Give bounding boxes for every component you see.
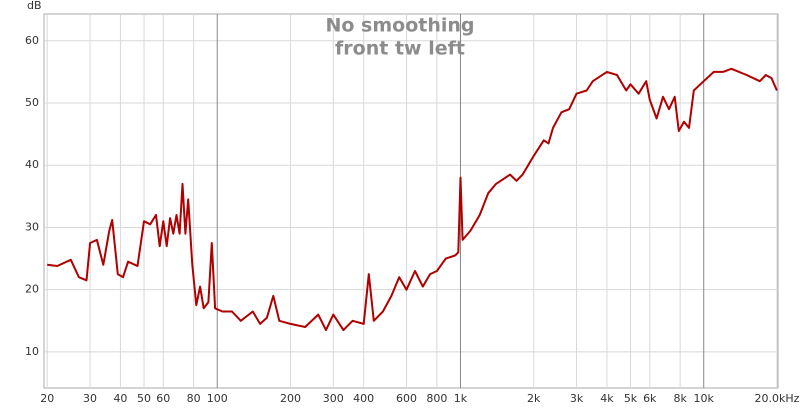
y-axis-label: dB bbox=[27, 0, 42, 12]
x-tick-label: 40 bbox=[113, 392, 127, 405]
x-tick-label: 800 bbox=[426, 392, 447, 405]
chart-subtitle: front tw left bbox=[335, 38, 465, 60]
x-tick-label: 20 bbox=[40, 392, 54, 405]
x-tick-label: 20.0kHz bbox=[754, 392, 799, 405]
y-tick-label: 10 bbox=[25, 345, 39, 358]
x-tick-label: 6k bbox=[643, 392, 657, 405]
chart-title: No smoothing bbox=[325, 15, 474, 37]
y-tick-label: 60 bbox=[25, 34, 39, 47]
x-tick-label: 50 bbox=[137, 392, 151, 405]
response-line bbox=[47, 67, 778, 332]
x-tick-label: 1k bbox=[454, 392, 468, 405]
x-tick-label: 8k bbox=[673, 392, 687, 405]
y-tick-label: 20 bbox=[25, 283, 39, 296]
x-tick-label: 30 bbox=[83, 392, 97, 405]
x-tick-label: 600 bbox=[396, 392, 417, 405]
x-tick-label: 80 bbox=[187, 392, 201, 405]
x-tick-label: 400 bbox=[353, 392, 374, 405]
x-tick-label: 4k bbox=[600, 392, 614, 405]
y-tick-label: 50 bbox=[25, 96, 39, 109]
plot-area bbox=[43, 13, 779, 389]
x-tick-label: 200 bbox=[280, 392, 301, 405]
x-tick-label: 60 bbox=[156, 392, 170, 405]
x-tick-label: 10k bbox=[694, 392, 715, 405]
x-tick-label: 3k bbox=[570, 392, 584, 405]
y-tick-label: 40 bbox=[25, 158, 39, 171]
x-tick-label: 5k bbox=[624, 392, 638, 405]
y-tick-label: 30 bbox=[25, 220, 39, 233]
x-tick-label: 300 bbox=[323, 392, 344, 405]
x-tick-label: 100 bbox=[207, 392, 228, 405]
x-tick-label: 2k bbox=[527, 392, 541, 405]
